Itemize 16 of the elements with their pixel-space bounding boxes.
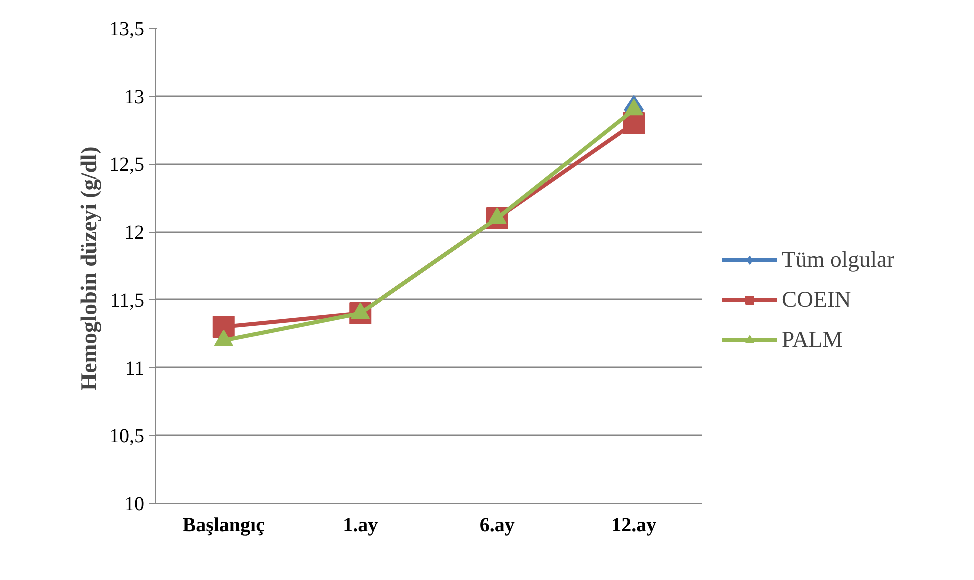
y-axis-title: Hemoglobin düzeyi (g/dl) xyxy=(76,146,102,391)
legend-label: Tüm olgular xyxy=(782,247,895,273)
x-tick-label: 12.ay xyxy=(612,514,657,536)
y-tick-label: 12 xyxy=(124,222,144,244)
y-tick-label: 10 xyxy=(124,494,144,516)
x-tick-label: 6.ay xyxy=(480,514,515,536)
legend-label: PALM xyxy=(782,327,843,353)
y-tick-label: 13,5 xyxy=(110,18,144,40)
y-tick-label: 13 xyxy=(124,86,144,108)
y-tick-label: 11 xyxy=(125,358,145,380)
y-tick-label: 10,5 xyxy=(110,426,144,448)
legend-label: COEIN xyxy=(782,287,852,313)
y-tick-label: 11,5 xyxy=(110,290,145,312)
y-tick-label: 12,5 xyxy=(110,154,144,176)
x-tick-label: 1.ay xyxy=(343,514,378,536)
x-tick-label: Başlangıç xyxy=(182,514,266,536)
